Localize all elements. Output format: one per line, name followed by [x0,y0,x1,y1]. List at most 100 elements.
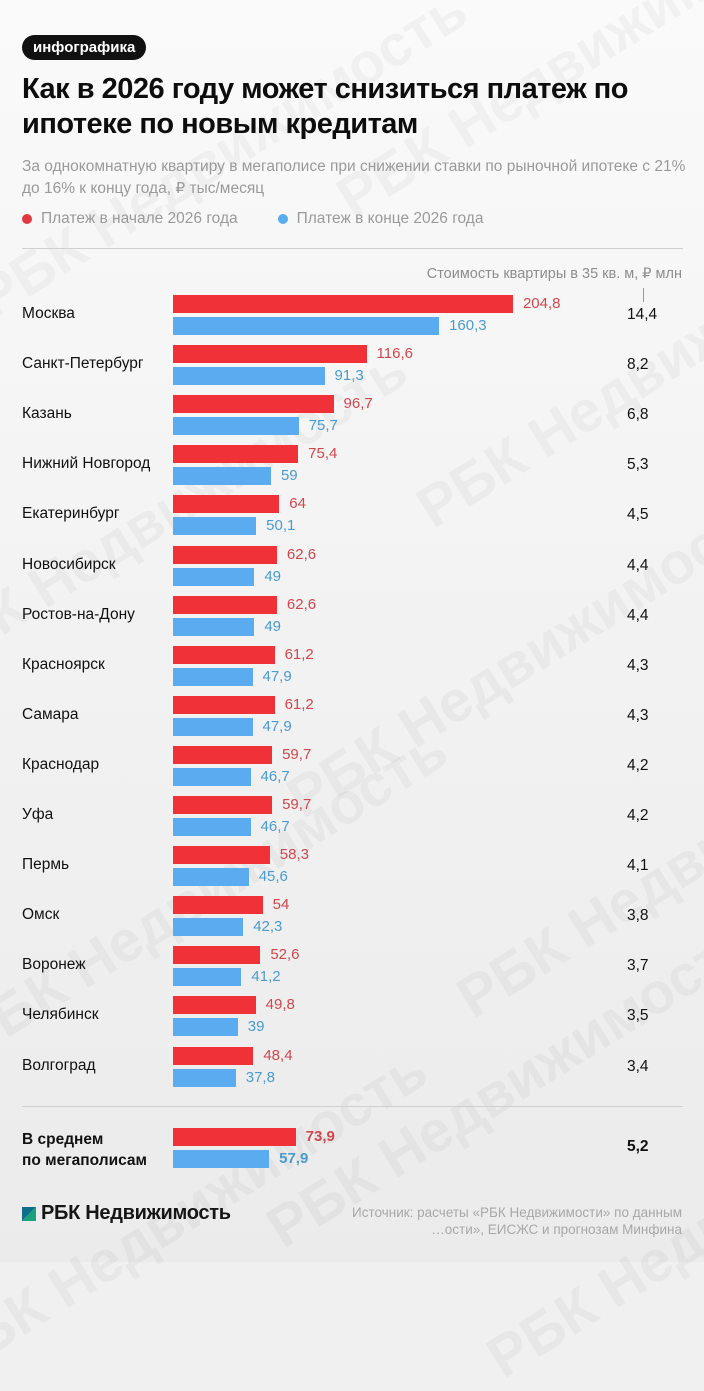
apartment-price: 4,3 [627,706,649,724]
chart-row: Казань 96,7 75,7 6,8 [0,395,704,436]
bar-start [173,896,263,915]
average-label-line2: по мегаполисам [22,1152,148,1169]
value-end: 39 [247,1018,265,1036]
city-label: Красноярск [22,655,105,673]
legend-label: Платеж в конце 2026 года [296,210,484,227]
apartment-price: 5,3 [627,456,649,474]
apartment-price: 4,2 [627,807,649,824]
value-end: 49 [264,617,282,635]
average-row: В среднем по мегаполисам 73,9 57,9 5,2 [0,1128,704,1169]
value-start: 116,6 [376,345,413,363]
bar-end [173,818,251,836]
bar-start [173,996,256,1015]
value-start: 61,2 [284,645,314,663]
value-start: 64 [289,495,306,513]
city-label: Пермь [22,856,70,874]
legend-label: Платеж в начале 2026 года [41,210,238,227]
brand-name: РБК Недвижимость [41,1202,231,1224]
bar-end [173,1018,238,1037]
value-end: 75,7 [308,417,338,435]
bar-start [173,595,277,614]
city-label: Казань [22,405,72,423]
chart-row: Санкт-Петербург 116,6 91,3 8,2 [0,345,704,386]
divider-bottom [22,1106,683,1107]
chart-row: Челябинск 49,8 39 3,5 [0,996,704,1037]
bar-end [173,517,257,536]
value-end: 42,3 [253,918,283,936]
apartment-price: 4,4 [627,606,649,624]
value-start: 73,9 [305,1128,335,1145]
bar-start [173,1128,296,1146]
city-label: Омск [22,906,60,924]
value-end: 50,1 [266,517,296,535]
apartment-price: 4,4 [627,556,649,574]
city-label: Санкт-Петербург [22,355,144,373]
value-end: 57,9 [279,1150,309,1167]
bar-start [173,946,261,965]
chart-row: Омск 54 42,3 3,8 [0,896,704,937]
value-start: 59,7 [282,745,312,763]
bar-end [173,617,255,636]
red-dot-icon [22,214,32,224]
category-badge: инфографика [22,35,147,60]
apartment-price: 3,5 [627,1007,649,1025]
value-start: 62,6 [286,595,317,613]
chart-legend: Платеж в начале 2026 года Платеж в конце… [22,210,483,228]
apartment-price: 4,1 [627,857,649,875]
source-line-1: Источник: расчеты «РБК Недвижимости» по … [352,1205,682,1220]
value-start: 58,3 [279,846,309,864]
bar-end [173,868,249,887]
apartment-price: 3,4 [627,1057,649,1075]
price-column-header: Стоимость квартиры в 35 кв. м, ₽ млн [426,266,682,282]
bar-start [173,745,273,764]
source-note: Источник: расчеты «РБК Недвижимости» по … [302,1204,682,1238]
value-start: 62,6 [286,545,317,563]
bar-end [173,968,242,987]
value-start: 96,7 [343,395,373,413]
value-end: 45,6 [258,868,288,886]
page-title: Как в 2026 году может снизиться платеж п… [22,73,629,140]
bar-end [173,417,299,436]
chart-row: Воронеж 52,6 41,2 3,7 [0,946,704,987]
bar-start [173,445,299,464]
bar-end [173,467,271,486]
city-label: Уфа [22,806,54,823]
value-end: 37,8 [245,1068,275,1086]
value-start: 61,2 [284,695,314,713]
chart-row: Екатеринбург 64 50,1 4,5 [0,495,704,536]
city-label: Челябинск [22,1006,99,1024]
value-start: 54 [272,896,290,914]
bar-start [173,1046,254,1065]
city-label: Екатеринбург [22,505,120,523]
chart-row: Уфа 59,7 46,7 4,2 [0,796,704,837]
bar-end [173,717,253,736]
value-end: 46,7 [260,818,290,835]
city-label: Новосибирск [22,555,116,573]
average-label-line1: В среднем [22,1131,104,1148]
value-start: 75,4 [308,445,338,463]
bar-end [173,1150,270,1168]
chart-subtitle: За однокомнатную квартиру в мегаполисе п… [22,158,686,197]
value-end: 91,3 [334,367,364,385]
value-end: 59 [280,467,298,485]
value-start: 59,7 [282,796,312,813]
bar-start [173,796,273,814]
apartment-price: 6,8 [627,406,649,424]
apartment-price: 3,8 [627,907,649,925]
value-end: 160,3 [449,317,487,334]
divider-top [22,248,683,249]
city-label: Воронеж [22,956,86,974]
bar-start [173,495,280,514]
bar-end [173,1068,236,1087]
blue-dot-icon [277,214,288,224]
chart-row: Москва 204,8 160,3 14,4 [0,295,704,336]
city-label: Краснодар [22,755,100,773]
city-label: Ростов-на-Дону [22,605,135,623]
apartment-price: 4,2 [627,756,649,774]
bar-end [173,317,440,335]
value-end: 49 [264,567,282,585]
apartment-price: 4,5 [627,506,649,524]
bar-start [173,295,513,313]
value-end: 47,9 [262,717,292,735]
apartment-price: 3,7 [627,957,649,975]
